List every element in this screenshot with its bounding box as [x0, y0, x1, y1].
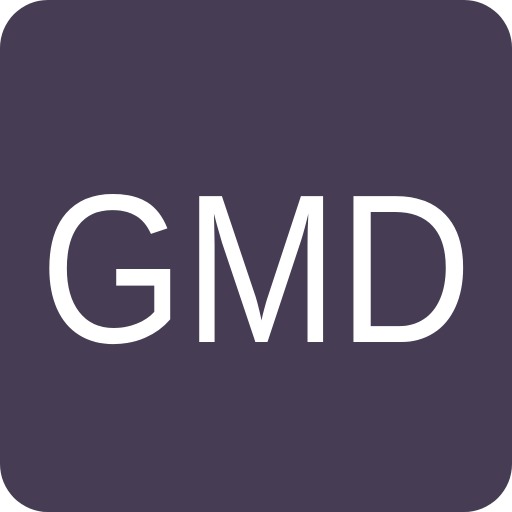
icon-label: GMD [40, 150, 472, 387]
